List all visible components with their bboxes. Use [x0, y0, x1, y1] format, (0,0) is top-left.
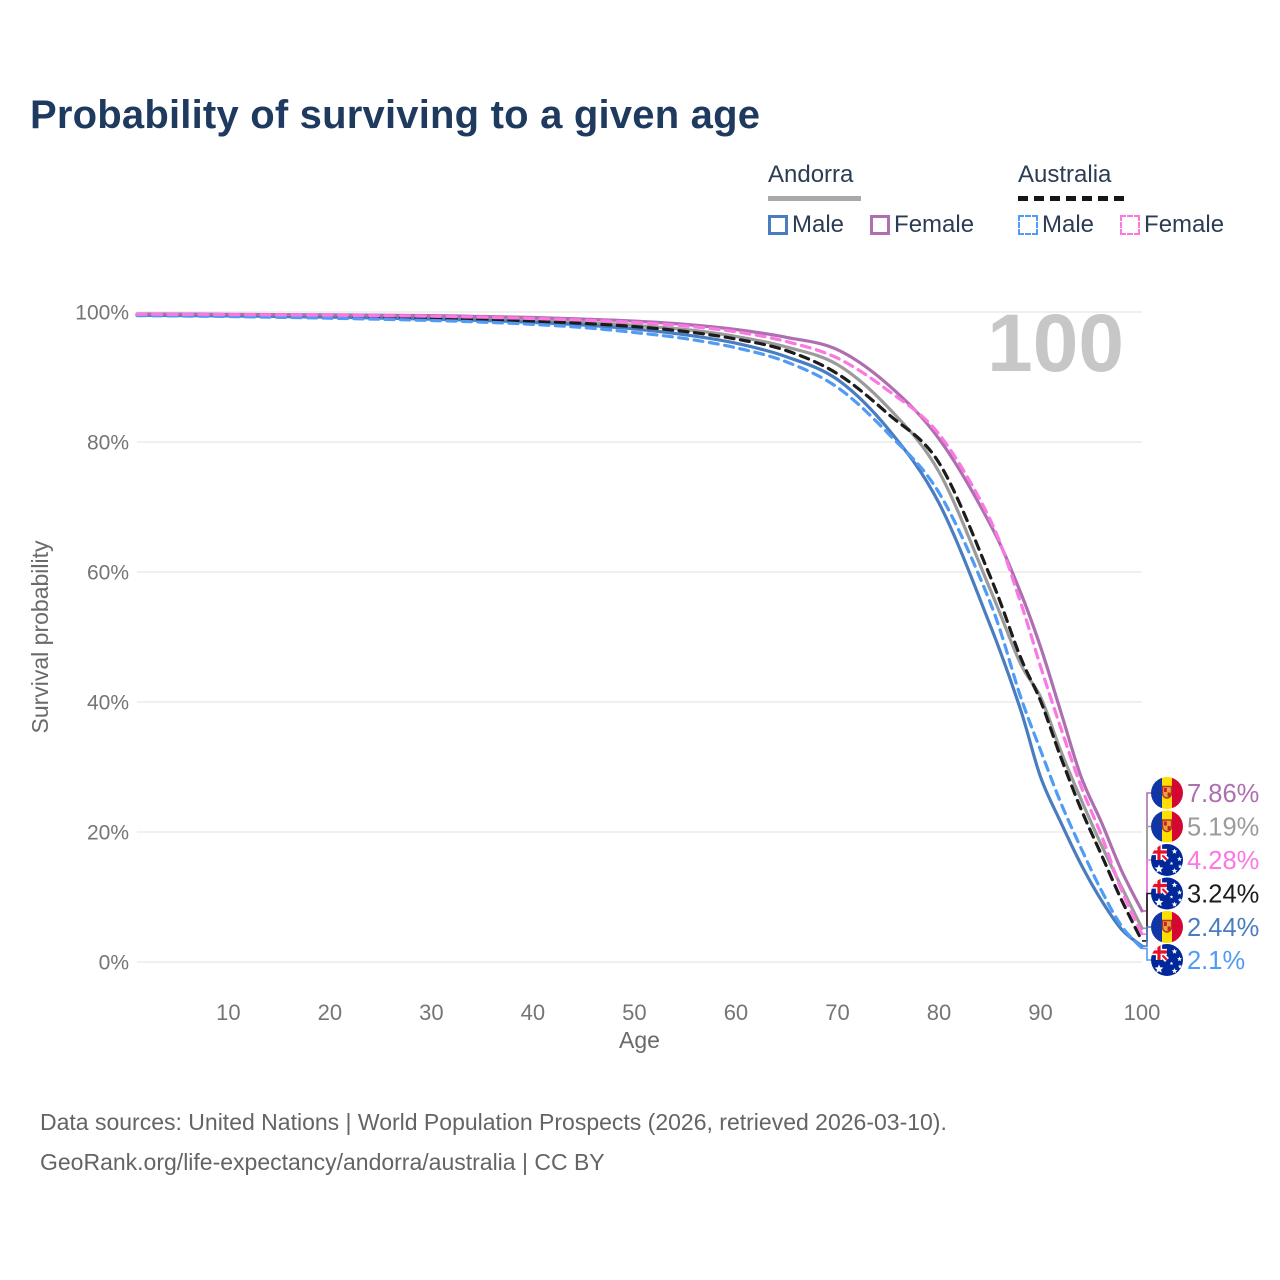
end-label-connector	[1142, 892, 1151, 942]
end-value-label-andorra_male[interactable]: 2.44%	[1187, 914, 1259, 942]
legend-item-australia-male[interactable]: Male	[1018, 211, 1094, 239]
x-tick-label: 60	[724, 1000, 748, 1025]
series-line-australia_total[interactable]	[135, 313, 1144, 943]
legend-item-andorra-male[interactable]: Male	[768, 211, 844, 239]
legend-item-label: Female	[1144, 211, 1225, 238]
attribution-link-text[interactable]: GeoRank.org/life-expectancy/andorra/aust…	[40, 1149, 605, 1175]
end-value-label-andorra_total[interactable]: 5.19%	[1187, 814, 1259, 842]
y-tick-label: 60%	[87, 562, 129, 585]
y-tick-label: 80%	[87, 432, 129, 455]
y-tick-label: 0%	[99, 952, 129, 975]
x-tick-label: 50	[622, 1000, 646, 1025]
series-line-andorra_total[interactable]	[135, 313, 1144, 930]
end-label-connector	[1142, 947, 1151, 961]
y-tick-label: 40%	[87, 692, 129, 715]
australia-flag-icon	[1151, 844, 1183, 876]
series-line-andorra_female[interactable]	[135, 312, 1144, 913]
x-tick-label: 90	[1028, 1000, 1052, 1025]
australia-female-swatch-icon	[1120, 215, 1141, 235]
x-tick-label: 30	[419, 1000, 443, 1025]
end-value-label-australia_male[interactable]: 2.1%	[1187, 947, 1245, 975]
end-value-label-australia_female[interactable]: 4.28%	[1187, 847, 1259, 875]
australia-flag-icon	[1151, 944, 1183, 976]
legend-item-label: Male	[1042, 211, 1095, 238]
series-line-australia_female[interactable]	[135, 312, 1144, 936]
legend-item-andorra-female[interactable]: Female	[870, 211, 974, 239]
x-axis-title: Age	[619, 1027, 660, 1053]
data-sources-text: Data sources: United Nations | World Pop…	[40, 1109, 947, 1135]
y-tick-label: 100%	[75, 302, 129, 325]
x-tick-label: 70	[825, 1000, 849, 1025]
andorra-flag-icon	[1151, 777, 1183, 809]
andorra-male-swatch-icon	[768, 215, 788, 235]
andorra-flag-icon	[1151, 810, 1183, 843]
x-tick-label: 10	[216, 1000, 240, 1025]
australia-flag-icon	[1151, 877, 1183, 910]
australia-male-swatch-icon	[1018, 215, 1038, 235]
y-tick-label: 20%	[87, 822, 129, 845]
x-tick-label: 40	[521, 1000, 545, 1025]
end-value-label-australia_total[interactable]: 3.24%	[1187, 881, 1259, 909]
y-axis-title: Survival probability	[27, 540, 53, 734]
page-title: Probability of surviving to a given age	[30, 93, 761, 137]
andorra-female-swatch-icon	[870, 215, 891, 235]
series-line-andorra_male[interactable]	[135, 313, 1144, 948]
legend-item-australia-female[interactable]: Female	[1120, 211, 1224, 239]
x-tick-label: 20	[318, 1000, 342, 1025]
x-tick-label: 80	[927, 1000, 951, 1025]
andorra-flag-icon	[1151, 911, 1183, 943]
x-tick-label: 100	[1124, 1000, 1161, 1025]
age-watermark: 100	[987, 298, 1124, 389]
legend-item-label: Female	[894, 211, 975, 238]
series-line-australia_male[interactable]	[135, 314, 1144, 950]
end-label-connector	[1142, 926, 1151, 947]
end-value-label-andorra_female[interactable]: 7.86%	[1187, 780, 1259, 808]
legend-item-label: Male	[792, 211, 845, 238]
